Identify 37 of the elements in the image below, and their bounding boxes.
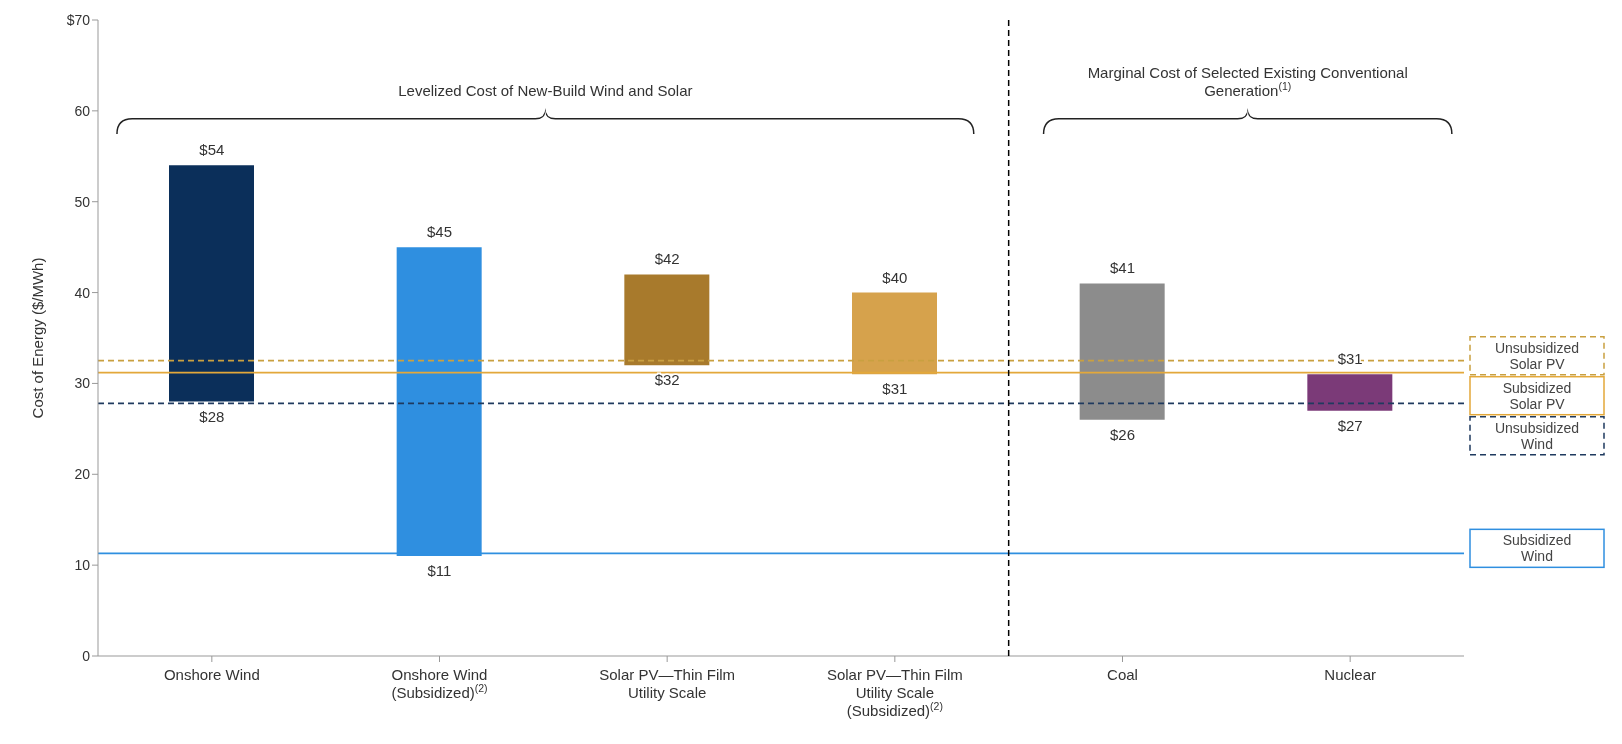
x-tick-label: Nuclear <box>1324 666 1377 683</box>
x-tick-label: Onshore Wind (Subsidized)$^{(2)}$ <box>391 666 488 701</box>
bar <box>1079 283 1165 420</box>
bar <box>169 165 254 402</box>
y-tick-label: 0 <box>82 647 91 664</box>
annotation: $26 <box>1109 425 1136 443</box>
y-axis-title: Cost of Energy ($/MWh) <box>29 257 47 419</box>
y-tick-label: 30 <box>74 375 91 392</box>
bar <box>852 292 937 375</box>
y-tick-label: 50 <box>74 193 91 210</box>
annotation: $42 <box>654 250 680 268</box>
annotation: $54 <box>199 141 225 159</box>
y-tick-label: 20 <box>74 466 91 483</box>
x-tick-label: Coal <box>1107 666 1138 683</box>
annotation: $40 <box>882 268 908 286</box>
annotation: Marginal Cost of Selected Existing Conventional Generation$^{(1)}$ <box>1087 64 1408 99</box>
annotation: $28 <box>199 407 225 425</box>
annotation: Levelized Cost of New-Build Wind and Solar <box>398 82 693 99</box>
annotation: $32 <box>654 371 680 389</box>
annotation: $41 <box>1109 259 1136 277</box>
x-tick-label: Onshore Wind <box>163 666 260 683</box>
ref-line-label: Subsidized Wind <box>1502 532 1572 565</box>
bar <box>624 274 710 366</box>
annotation: $45 <box>426 223 453 241</box>
y-tick-label: 60 <box>74 102 91 119</box>
y-tick-label: 40 <box>74 284 91 301</box>
annotation: $11 <box>427 562 452 580</box>
ref-line-label: Unsubsidized Solar PV <box>1494 339 1580 372</box>
annotation: $31 <box>882 380 908 398</box>
bar <box>1307 374 1393 411</box>
x-tick-label: Solar PV—Thin Film Utility Scale <box>599 666 736 701</box>
annotation: $27 <box>1337 416 1363 434</box>
ref-line-label: Unsubsidized Wind <box>1494 419 1580 452</box>
y-tick-label: 10 <box>74 557 91 574</box>
x-tick-label: Solar PV—Thin Film Utility Scale (Subsidized)$^{(2)}$ <box>826 666 963 719</box>
ref-line-label: Subsidized Solar PV <box>1502 379 1572 412</box>
y-tick-label: $70 <box>66 11 91 28</box>
